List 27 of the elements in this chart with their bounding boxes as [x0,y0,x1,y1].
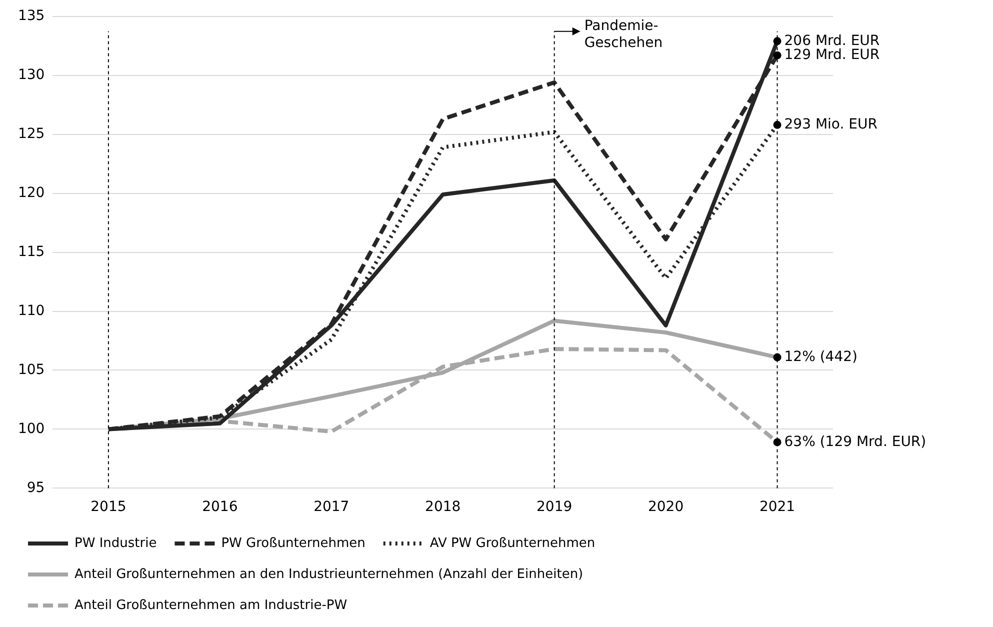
legend-label: PW Großunternehmen [221,536,366,551]
x-tick-label: 2018 [425,499,461,516]
legend-label: AV PW Großunternehmen [430,536,596,551]
annotation: 129 Mrd. EUR [784,46,880,63]
x-tick-label: 2015 [90,499,126,516]
legend-label: Anteil Großunternehmen am Industrie-PW [74,598,348,613]
annotation: 12% (442) [784,348,858,365]
x-tick-label: 2016 [202,499,238,516]
y-tick-label: 120 [18,184,45,201]
y-tick-label: 110 [18,302,45,319]
legend-label: PW Industrie [74,536,157,551]
legend-label: Anteil Großunternehmen an den Industrieunternehmen (Anzahl der Einheiten) [74,566,584,582]
y-tick-label: 95 [26,480,45,496]
x-tick-label: 2021 [759,499,796,516]
x-tick-label: 2019 [536,499,572,516]
annotation: 206 Mrd. EUR [784,32,880,49]
ref-line-label: Pandemie- Geschehen [584,18,663,52]
annotation: 63% (129 Mrd. EUR) [784,434,926,450]
y-tick-label: 115 [18,244,45,260]
y-tick-label: 105 [18,362,45,378]
annotation: 293 Mio. EUR [784,116,878,133]
y-tick-label: 130 [18,67,45,84]
y-tick-label: 125 [18,126,45,142]
y-tick-label: 135 [18,8,45,24]
x-tick-label: 2017 [314,499,350,516]
x-tick-label: 2020 [648,499,684,516]
y-tick-label: 100 [18,420,45,437]
